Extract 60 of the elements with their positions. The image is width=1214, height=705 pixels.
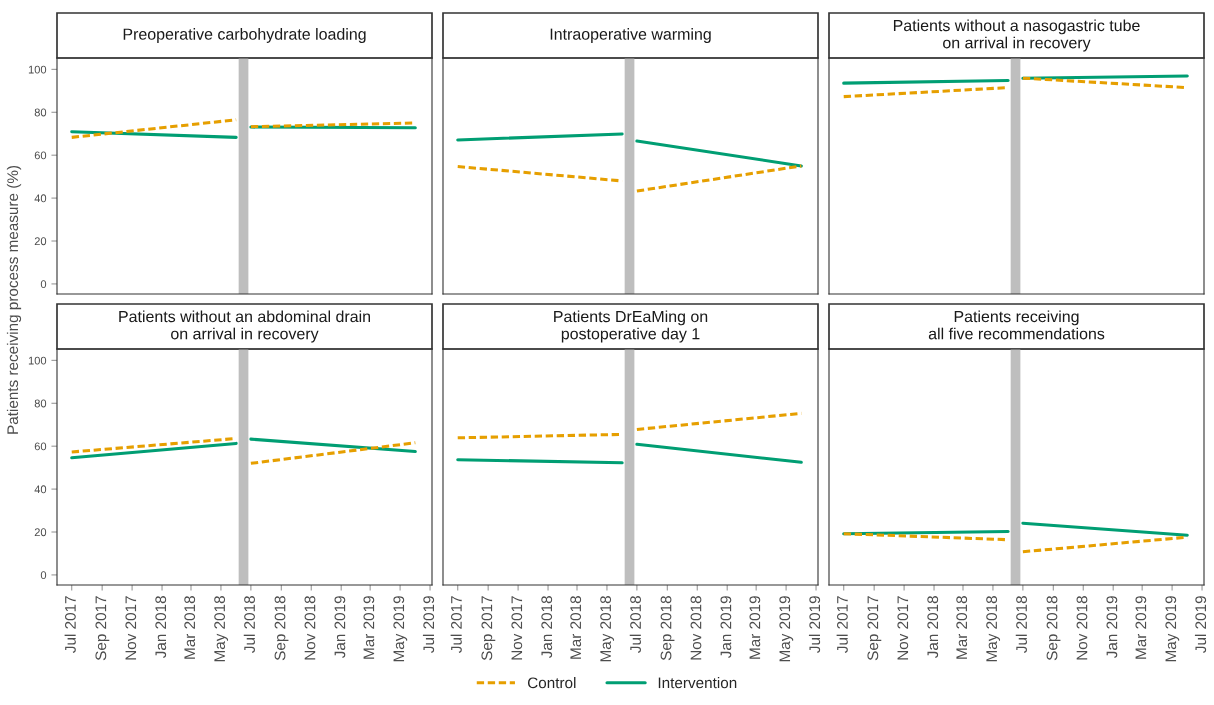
legend-label: Control <box>527 677 576 689</box>
x-tick-label: Jul 2017 <box>836 596 848 653</box>
chart-title: Patients without an abdominal drain on arrival in recovery <box>119 310 370 343</box>
x-tick-label: May 2019 <box>1165 596 1180 662</box>
y-tick-label: 40 <box>34 194 47 203</box>
x-tick-label: Jan 2019 <box>334 596 346 659</box>
x-tick-label: Sep 2018 <box>660 596 675 661</box>
x-tick-label: Nov 2018 <box>1076 596 1088 660</box>
x-tick-label: Jul 2018 <box>1015 596 1027 653</box>
y-tick-label: 80 <box>34 399 47 408</box>
x-tick-label: May 2018 <box>600 596 615 662</box>
chart-title: Patients receiving all five recommendations <box>928 310 1105 340</box>
x-tick-label: Sep 2017 <box>481 596 496 661</box>
legend-label: Intervention <box>658 677 737 689</box>
y-tick-label: 100 <box>28 356 47 365</box>
x-tick-label: Mar 2019 <box>749 596 761 659</box>
chart-title: Patients without a nasogastric tube on arrival in recovery <box>893 19 1140 52</box>
x-tick-label: Sep 2018 <box>274 596 289 661</box>
y-tick-label: 60 <box>34 442 47 451</box>
x-tick-label: Jul 2018 <box>629 596 641 653</box>
chart-title: Preoperative carbohydrate loading <box>123 28 366 43</box>
y-tick-label: 0 <box>40 280 47 289</box>
x-tick-label: Mar 2018 <box>570 596 582 659</box>
x-tick-label: Nov 2017 <box>511 596 523 660</box>
x-tick-label: Mar 2018 <box>956 596 968 659</box>
x-tick-label: Jul 2018 <box>243 596 255 653</box>
x-tick-label: Jul 2019 <box>422 596 435 653</box>
x-tick-label: Nov 2017 <box>897 596 909 660</box>
x-tick-label: Jan 2018 <box>155 596 167 659</box>
x-tick-label: Jan 2019 <box>720 596 732 659</box>
x-tick-label: Mar 2018 <box>184 596 196 659</box>
y-tick-label: 80 <box>34 108 47 117</box>
x-tick-label: May 2019 <box>779 596 794 662</box>
y-tick-label: 60 <box>34 151 47 160</box>
x-tick-label: Jul 2017 <box>64 596 76 653</box>
x-tick-label: Nov 2018 <box>690 596 702 660</box>
chart-title: Intraoperative warming <box>550 28 711 43</box>
x-tick-label: Sep 2017 <box>95 596 110 661</box>
x-tick-label: Jul 2019 <box>808 596 821 653</box>
x-tick-label: Jan 2018 <box>541 596 553 659</box>
chart-title: Patients DrEaMing on postoperative day 1 <box>554 310 708 343</box>
y-tick-label: 0 <box>40 571 47 580</box>
x-tick-label: May 2018 <box>986 596 1001 662</box>
x-tick-label: Jul 2019 <box>1194 596 1207 653</box>
x-tick-label: May 2019 <box>393 596 408 662</box>
x-tick-label: Jul 2017 <box>450 596 462 653</box>
x-tick-label: Jan 2019 <box>1106 596 1118 659</box>
x-tick-label: Sep 2017 <box>867 596 882 661</box>
y-tick-label: 40 <box>34 485 47 494</box>
y-tick-label: 20 <box>34 528 47 537</box>
x-tick-label: Jan 2018 <box>927 596 939 659</box>
x-tick-label: Mar 2019 <box>1135 596 1147 659</box>
x-tick-label: Sep 2018 <box>1046 596 1061 661</box>
x-tick-label: Mar 2019 <box>363 596 375 659</box>
x-tick-label: Nov 2017 <box>125 596 137 660</box>
y-tick-label: 20 <box>34 237 47 246</box>
x-tick-label: Nov 2018 <box>304 596 316 660</box>
y-tick-label: 100 <box>28 65 47 74</box>
y-axis-title: Patients receiving process measure (%) <box>6 165 22 434</box>
x-tick-label: May 2018 <box>214 596 229 662</box>
